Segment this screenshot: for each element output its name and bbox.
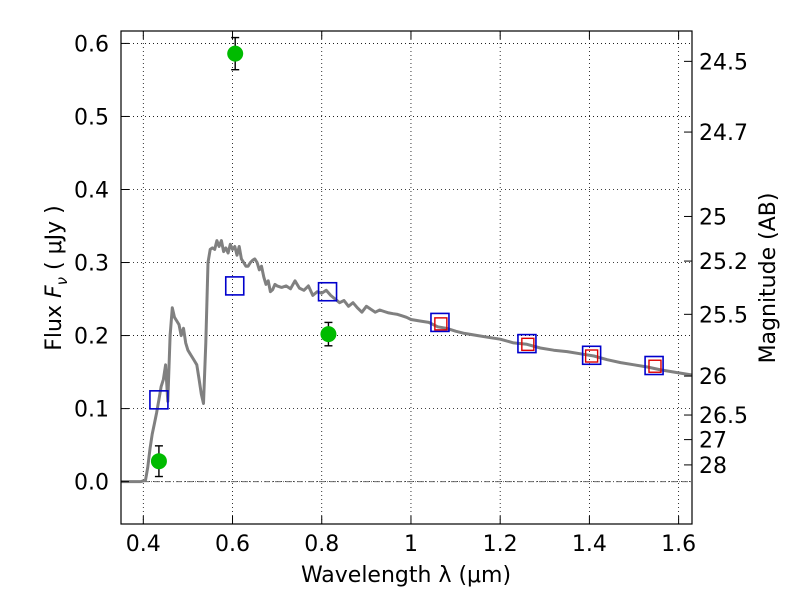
model-band-square — [430, 312, 450, 333]
observed-optical-point — [150, 453, 167, 470]
magnitude-tick-label: 28 — [699, 454, 727, 479]
observed-nir-square — [434, 317, 448, 331]
model-band-square — [149, 390, 169, 410]
model-band-square — [517, 333, 537, 354]
model-band-markers — [149, 276, 664, 410]
magnitude-tick-label: 24.5 — [699, 50, 748, 75]
model-band-square — [581, 345, 602, 366]
magnitude-tick-label: 26.5 — [699, 404, 748, 429]
magnitude-tick-label: 27 — [699, 429, 727, 454]
x-tick-label: 1.2 — [483, 532, 518, 557]
observed-optical-point — [320, 326, 337, 343]
y-tick-label: 0.1 — [74, 398, 109, 423]
y-tick-label: 0.5 — [74, 105, 109, 130]
x-tick-label: 1 — [404, 532, 418, 557]
x-tick-label: 1.6 — [661, 532, 696, 557]
y-tick-label: 0.3 — [74, 252, 109, 277]
ticks: 0.4 0.6 0.8 1 1.2 1.4 1.6 0.0 0.1 0.2 0.3 0.4 0.5 0.6… — [74, 31, 748, 557]
x-tick-label: 0.4 — [126, 532, 161, 557]
magnitude-tick-label: 25.5 — [699, 303, 748, 328]
plot-background — [121, 31, 692, 524]
y-axis-label-left: Flux — [42, 305, 67, 351]
observed-optical-markers — [150, 36, 337, 478]
observed-nir-square — [584, 349, 599, 363]
y-axis-label-subscript: ν — [53, 277, 71, 285]
y-tick-label: 0.0 — [74, 471, 109, 496]
observed-nir-square — [648, 359, 662, 373]
y-tick-label: 0.6 — [74, 32, 109, 57]
x-tick-label: 0.8 — [304, 532, 339, 557]
magnitude-tick-label: 26 — [699, 365, 727, 390]
magnitude-tick-label: 25 — [699, 205, 727, 230]
x-tick-label: 1.4 — [572, 532, 607, 557]
model-band-square — [644, 355, 664, 376]
magnitude-tick-label: 25.2 — [699, 250, 748, 275]
y-axis-label-symbol: F — [42, 285, 67, 298]
y-axis-label: Flux Fν ( μJy ) — [42, 205, 71, 350]
x-axis-label: Wavelength λ (μm) — [301, 563, 511, 588]
observed-nir-markers — [434, 317, 662, 373]
observed-nir-square — [521, 337, 535, 352]
observed-optical-point — [227, 45, 244, 62]
y-tick-label: 0.2 — [74, 325, 109, 350]
y-tick-label: 0.4 — [74, 178, 109, 203]
model-band-square — [317, 281, 338, 302]
y-right-axis-label: Magnitude (AB) — [756, 193, 781, 364]
y-axis-label-right: ( μJy ) — [42, 205, 67, 270]
plot-frame — [120, 30, 693, 525]
x-tick-label: 0.6 — [215, 532, 250, 557]
magnitude-tick-label: 24.7 — [699, 121, 748, 146]
model-band-square — [224, 276, 245, 296]
